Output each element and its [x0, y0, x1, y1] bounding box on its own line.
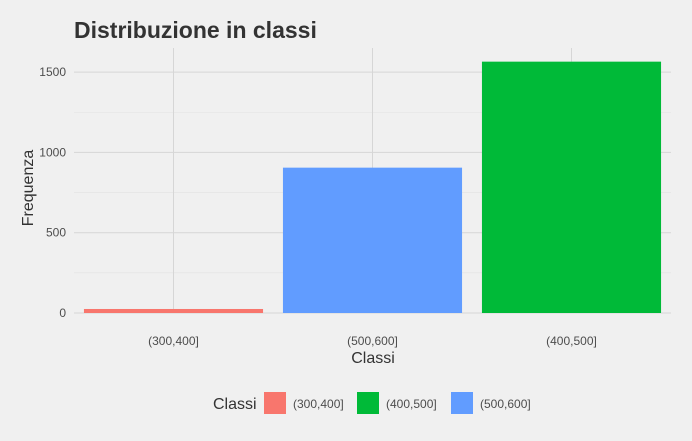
- legend-key: [357, 392, 379, 414]
- bar: [282, 167, 463, 313]
- bar: [481, 61, 662, 313]
- y-tick-label: 0: [59, 306, 66, 320]
- x-tick-label: (500,600]: [347, 334, 398, 348]
- y-tick-label: 1000: [39, 145, 66, 159]
- x-tick-label: (300,400]: [148, 334, 199, 348]
- legend-title: Classi: [213, 396, 257, 413]
- legend-label: (500,600]: [480, 397, 531, 411]
- legend-key: [451, 392, 473, 414]
- y-tick-label: 500: [46, 226, 66, 240]
- legend-label: (400,500]: [386, 397, 437, 411]
- x-tick-label: (400,500]: [546, 334, 597, 348]
- chart-title: Distribuzione in classi: [74, 17, 317, 43]
- plot-area: 0 500 1000 1500 (300,400] (500,600] (400,500]: [39, 48, 671, 348]
- y-axis-label: Frequenza: [20, 150, 37, 227]
- legend-label: (300,400]: [293, 397, 344, 411]
- legend-key: [264, 392, 286, 414]
- bar: [83, 308, 264, 313]
- legend: Classi (300,400] (400,500] (500,600]: [213, 392, 531, 414]
- y-tick-label: 1500: [39, 65, 66, 79]
- x-axis-label: Classi: [351, 350, 395, 367]
